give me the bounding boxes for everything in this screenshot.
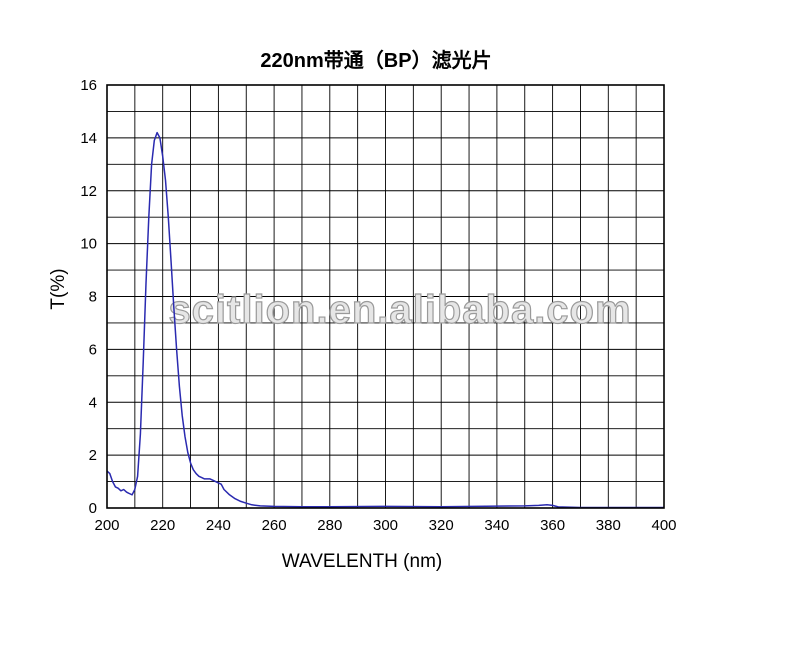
y-tick-label: 2 <box>89 447 97 464</box>
x-tick-label: 280 <box>317 517 342 534</box>
y-tick-label: 6 <box>89 341 97 358</box>
x-tick-label: 300 <box>373 517 398 534</box>
y-tick-label: 12 <box>80 183 97 200</box>
tick-layer: 200 220 240 260 280 300 320 340 360 380 400 0 2 4 6 8 10… <box>80 77 676 534</box>
y-tick-label: 14 <box>80 130 97 147</box>
series-layer <box>106 131 664 509</box>
y-tick-label: 10 <box>80 236 97 253</box>
x-tick-label: 220 <box>150 517 175 534</box>
x-tick-label: 200 <box>94 517 119 534</box>
x-tick-label: 240 <box>206 517 231 534</box>
x-axis-label: WAVELENTH (nm) <box>282 551 442 572</box>
watermark: scitlion.en.alibaba.com <box>168 288 631 332</box>
x-tick-label: 340 <box>484 517 509 534</box>
x-tick-label: 380 <box>596 517 621 534</box>
x-tick-label: 260 <box>262 517 287 534</box>
chart-title: 220nm带通（BP）滤光片 <box>260 49 491 72</box>
x-tick-label: 360 <box>540 517 565 534</box>
y-tick-label: 8 <box>89 289 97 306</box>
y-tick-label: 16 <box>80 77 97 94</box>
transmission-series-line <box>106 131 664 509</box>
y-tick-label: 4 <box>89 394 97 411</box>
y-axis-label: T(%) <box>48 268 69 309</box>
y-tick-label: 0 <box>89 500 97 517</box>
x-tick-label: 320 <box>429 517 454 534</box>
plot-area-frame <box>106 84 665 509</box>
x-tick-label: 400 <box>651 517 676 534</box>
